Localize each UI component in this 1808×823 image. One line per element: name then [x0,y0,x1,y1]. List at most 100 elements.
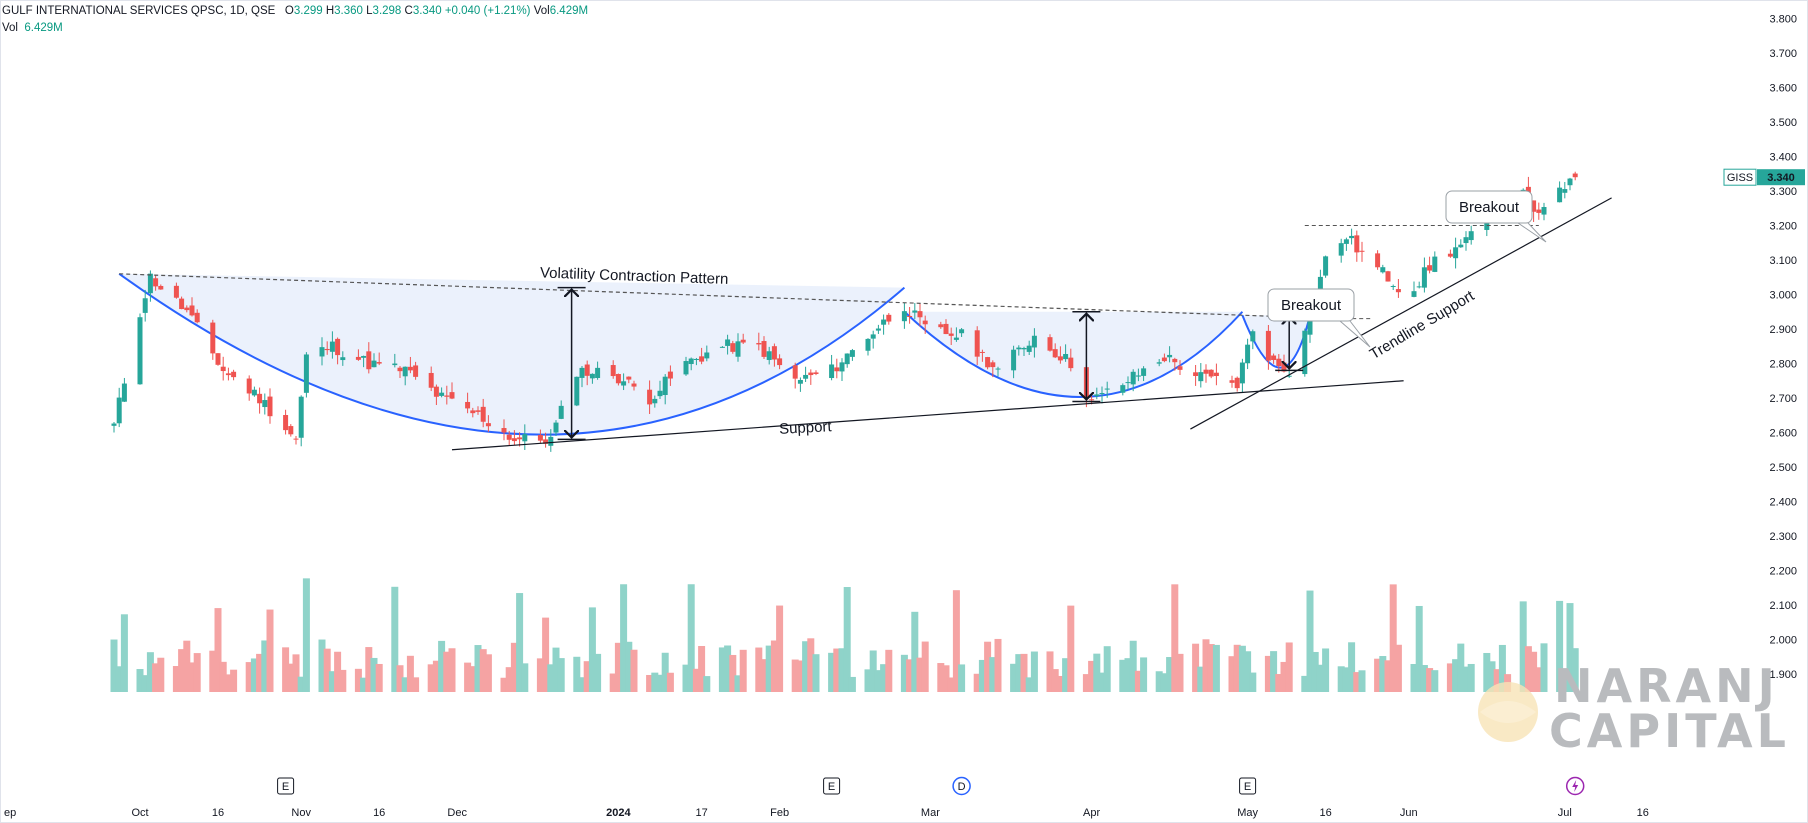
candle-body [1026,345,1032,352]
candle [803,366,809,383]
candle [371,353,377,368]
candle [1120,383,1126,396]
volume-bar [1088,660,1096,692]
volume-bar [1322,648,1330,692]
candle-body [730,343,736,352]
candle [1068,348,1074,372]
price-tick-label: 2.300 [1769,531,1797,543]
volume-bar [136,669,144,692]
candle-body [948,333,954,336]
candle-body [501,428,507,433]
trendline-label: Trendline Support [1367,287,1478,363]
candle-body [361,355,367,358]
candle [548,429,554,452]
vcp-label: Volatility Contraction Pattern [540,264,729,288]
candle [355,349,361,361]
candle-body [1354,235,1360,253]
volume-bar [1098,672,1106,692]
candle [324,341,330,355]
candle-body [548,436,554,446]
earnings-marker: E [823,777,841,795]
candle-body [1031,335,1037,348]
candle-body [153,278,159,287]
candle-body [267,396,273,417]
volume-bar [770,640,778,692]
volume-bar [1488,661,1496,692]
volume-bar [874,670,882,692]
candle-body [319,347,325,357]
time-tick-label: ep [4,807,16,819]
candle [813,370,819,376]
candle [1453,237,1459,269]
candle-body [376,362,382,364]
candle [210,319,216,360]
volume-bar [718,647,726,692]
candle [413,361,419,380]
candle [1323,255,1329,278]
candle [1567,177,1573,191]
volume-bar [370,657,378,692]
candle-body [917,311,923,318]
base-patterns [118,272,1311,436]
candle [901,302,907,329]
volume-bar [1280,661,1288,692]
candle [1057,346,1063,364]
volume-bar [880,664,888,692]
candle [662,374,668,405]
candle [303,352,309,398]
candle-body [522,434,528,442]
volume-bar [282,647,290,692]
candle [595,361,601,380]
volume-bar [776,605,784,692]
candle-body [1416,286,1422,288]
candle [574,376,580,407]
volume-bar [666,672,674,692]
volume-bar [1202,639,1210,692]
volume-bar [250,658,258,692]
breakout-callout-2-box [1445,190,1533,224]
time-tick-label: Oct [131,807,148,819]
price-tick-label: 2.800 [1769,359,1797,371]
candle-body [485,423,491,427]
price-tick-label: 3.200 [1769,221,1797,233]
candle [1021,346,1027,357]
volume-bar [172,666,180,692]
candle-body [657,390,663,397]
candle-body [1135,375,1141,377]
candle [1234,376,1240,392]
candle [433,384,439,406]
candle-body [1390,286,1396,288]
candle-body [875,328,881,331]
volume-bar [214,608,222,692]
candle-body [189,305,195,316]
candle-body [1130,371,1136,385]
candle [1156,359,1162,367]
volume-bar [412,677,420,692]
candle [121,377,127,402]
volume-bar [656,674,664,692]
candle [771,343,777,367]
candle [657,380,663,399]
candle-body [1541,207,1547,215]
candle-body [1427,265,1433,271]
candle-body [688,358,694,365]
volume-bar [547,664,555,692]
candle-body [251,389,257,396]
earnings-marker-letter: E [1244,781,1251,793]
volume-bar [365,647,373,692]
volume-bar [354,668,362,692]
volume-bar [609,673,617,692]
candle [1536,202,1542,220]
candle-body [433,386,439,397]
volume-bar [906,659,914,692]
candle-body [179,298,185,310]
volume-bar [1467,663,1475,692]
candle-body [1276,358,1282,366]
volume-bar [1212,644,1220,692]
breakout-callout-1: Breakout [1267,288,1371,348]
volume-bar [1519,601,1527,692]
candle [719,346,725,348]
candle-body [1089,399,1095,401]
